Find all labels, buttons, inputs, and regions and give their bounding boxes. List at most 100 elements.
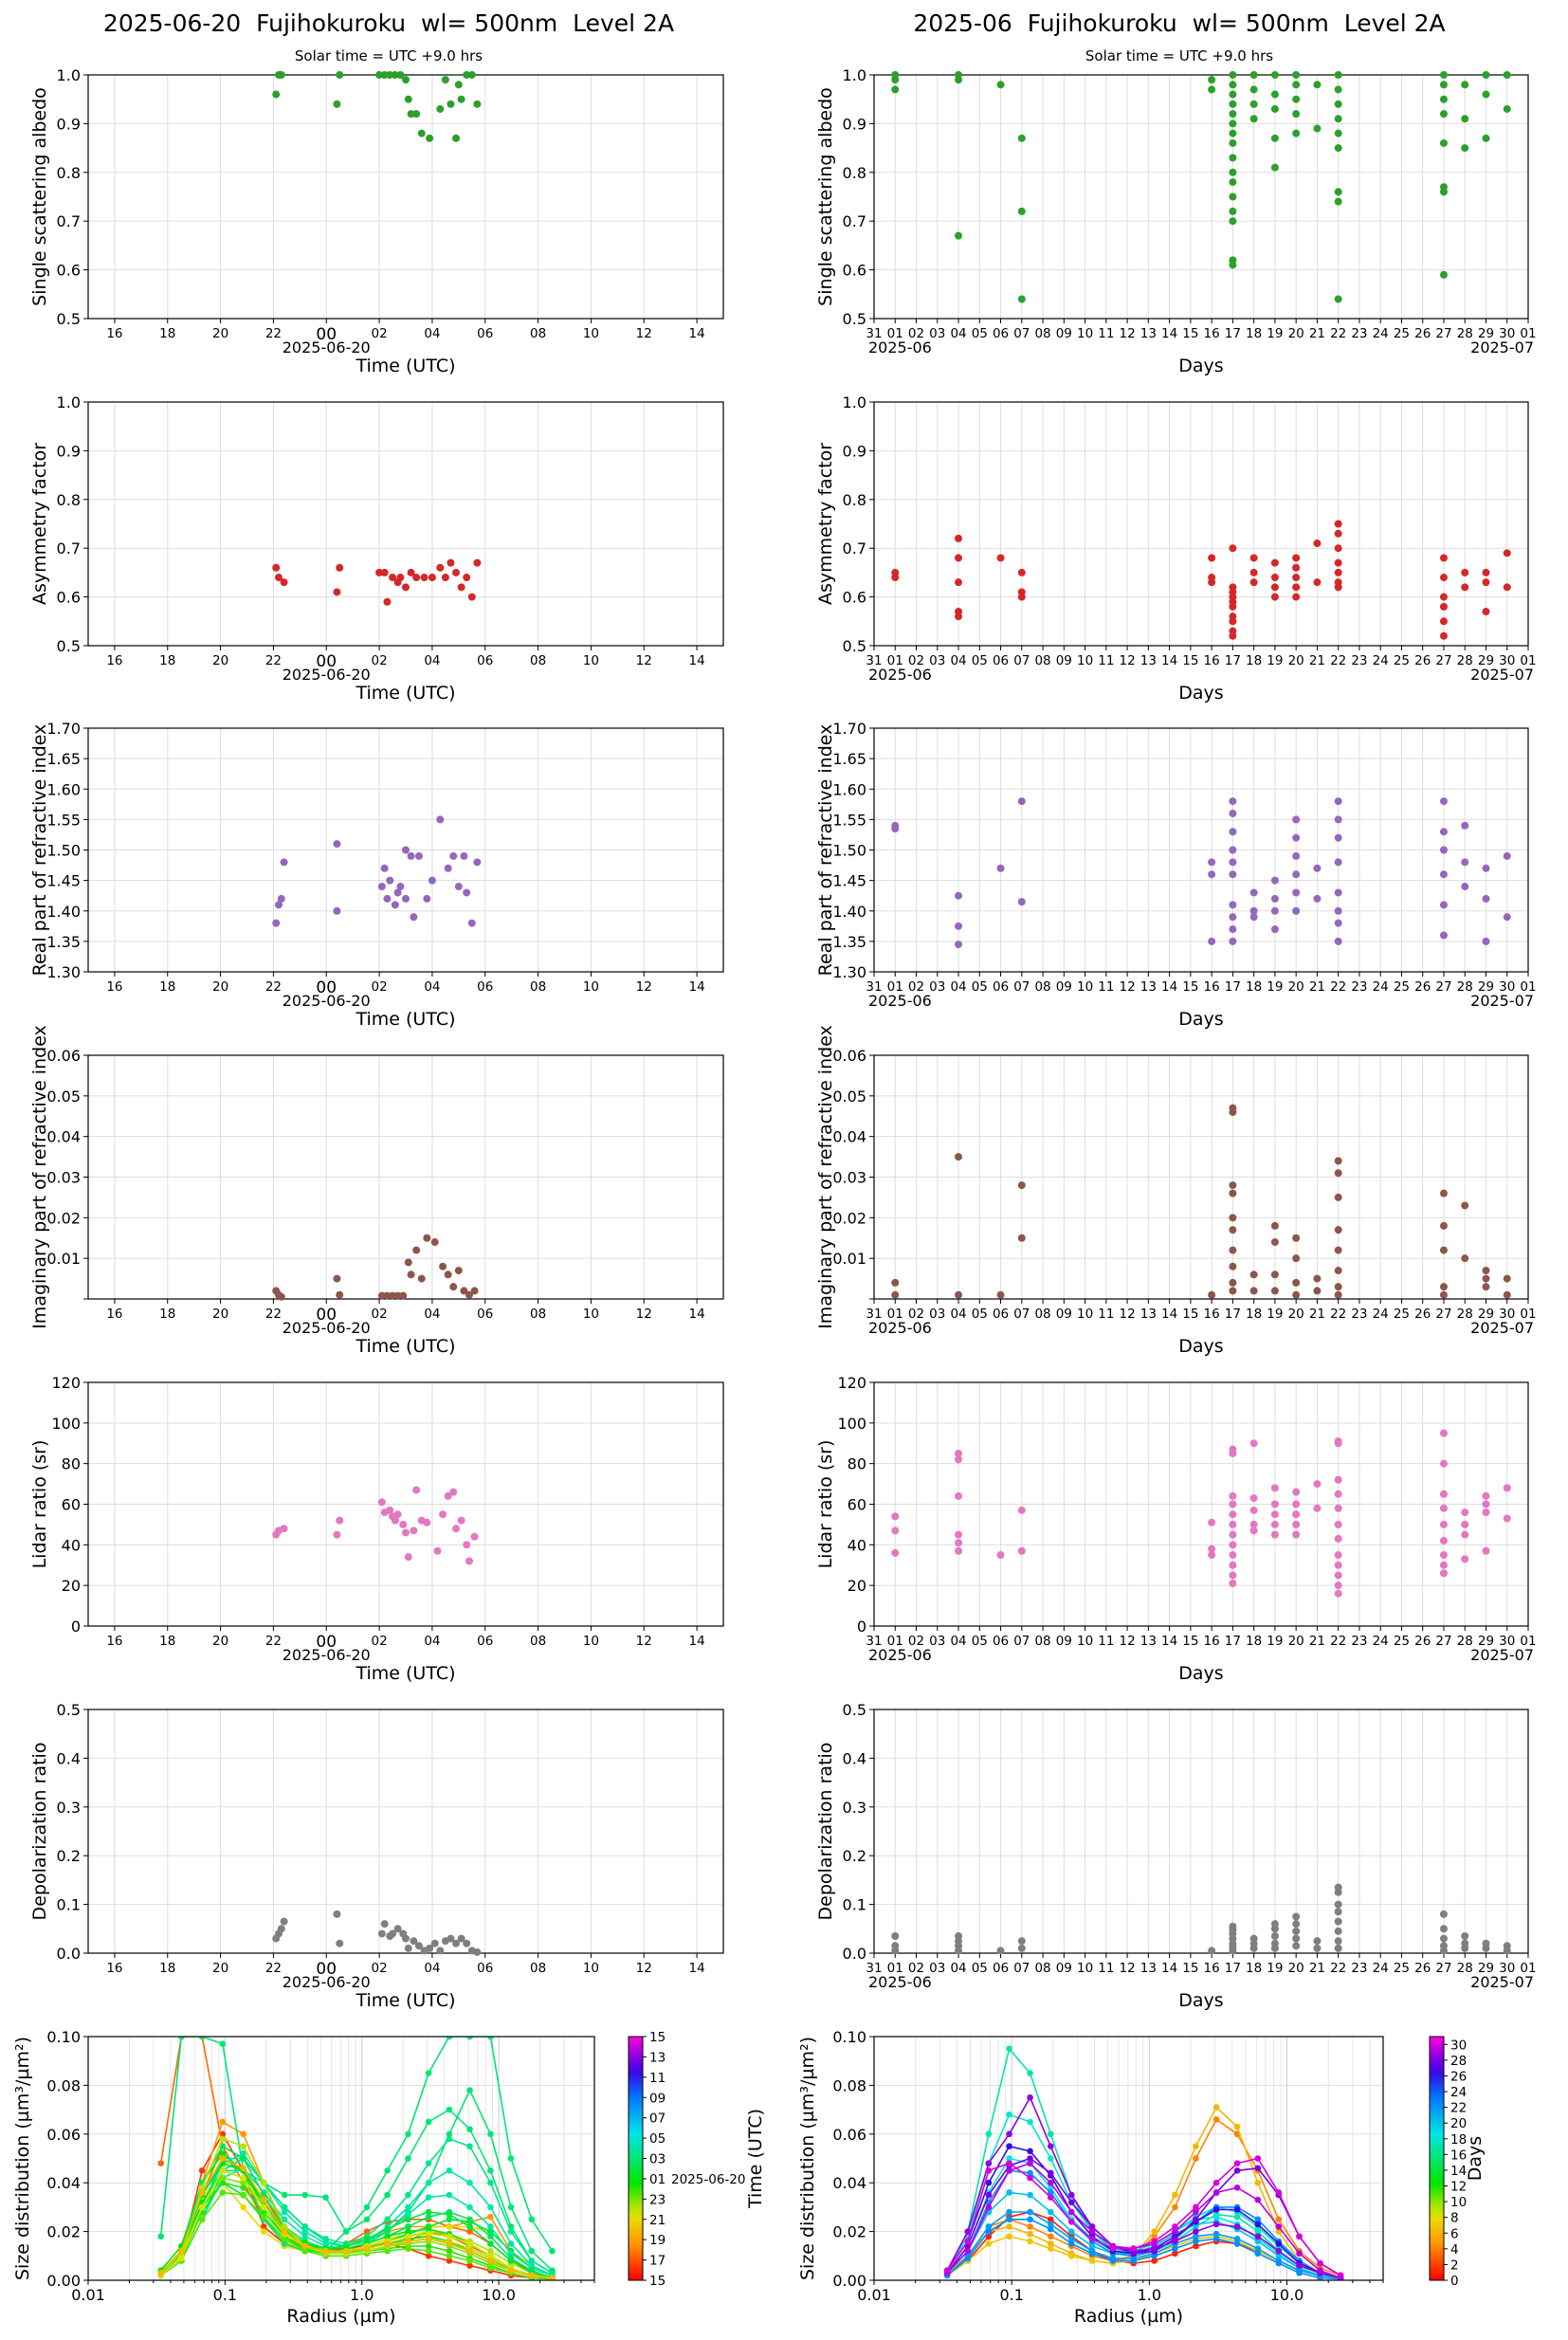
data-point	[1208, 1545, 1216, 1553]
x-tick-label: 22	[265, 653, 282, 668]
data-point	[1229, 925, 1237, 934]
x-tick-label: 04	[950, 1307, 966, 1322]
colorbar-tick-label: 22	[1450, 2101, 1467, 2116]
x-tick-label: 24	[1373, 1307, 1389, 1322]
x-tick-label: 18	[1246, 326, 1262, 341]
colorbar-tick-label: 15	[649, 2030, 665, 2045]
y-axis-label: Lidar ratio (sr)	[815, 1440, 836, 1569]
size-point	[549, 2247, 556, 2255]
size-point	[301, 2223, 309, 2230]
data-point	[436, 104, 445, 113]
colorbar-tick-label: 03	[649, 2152, 665, 2167]
y-axis-label: Single scattering albedo	[29, 87, 50, 306]
data-point	[277, 894, 285, 903]
day-imag-panel: 16 18 20 22 00 02 04 06 08 10 12 14 0.01 0.02 0.03 0.04…	[29, 1025, 724, 1357]
x-tick-label: 06	[477, 1634, 493, 1649]
x-tick-label: 01	[1520, 1961, 1536, 1976]
x-tick-label: 10	[583, 1307, 599, 1322]
y-tick-label: 1.70	[46, 720, 81, 738]
size-point	[1254, 2216, 1262, 2223]
size-point	[1317, 2267, 1323, 2275]
x-tick-label: 25	[1394, 1961, 1410, 1976]
data-point	[449, 851, 458, 860]
x-tick-label: 08	[530, 1961, 546, 1976]
size-point	[964, 2247, 972, 2255]
data-point	[441, 76, 449, 84]
x-tick-label: 04	[950, 653, 966, 668]
date-label: 2025-06	[868, 666, 932, 684]
x-tick-label: 20	[1288, 1961, 1304, 1976]
data-point	[1270, 90, 1279, 99]
data-point	[891, 1947, 900, 1955]
data-point	[1292, 1500, 1301, 1508]
data-point	[1439, 1290, 1448, 1299]
x-tick-label: 13	[1140, 979, 1157, 995]
size-point	[1212, 2206, 1220, 2213]
size-point	[1233, 2160, 1241, 2166]
x-tick-label: 28	[1457, 1634, 1473, 1649]
date-label: 2025-06	[868, 1319, 932, 1337]
data-point	[1334, 583, 1342, 592]
x-tick-label: 11	[1098, 1307, 1114, 1322]
size-point	[425, 2247, 432, 2255]
x-tick-label: 16	[106, 1307, 122, 1322]
x-axis-label: Time (UTC)	[355, 356, 455, 376]
y-tick-label: 0.6	[57, 589, 81, 607]
y-tick-label: 1.65	[46, 750, 81, 768]
data-point	[1482, 90, 1490, 99]
data-point	[1292, 129, 1301, 137]
data-point	[1292, 1254, 1301, 1263]
data-point	[402, 583, 410, 592]
data-point	[1334, 1561, 1342, 1569]
data-point	[955, 941, 963, 949]
x-tick-label: 06	[993, 653, 1009, 668]
x-tick-label: 06	[477, 1961, 493, 1976]
data-point	[1482, 1500, 1490, 1508]
data-point	[1270, 1520, 1279, 1528]
size-point	[466, 2203, 473, 2211]
data-point	[473, 1947, 482, 1956]
size-point	[240, 2130, 246, 2138]
date-label-end: 2025-07	[1470, 666, 1534, 684]
x-tick-label: 31	[866, 979, 882, 995]
x-tick-label: 01	[1520, 653, 1536, 668]
x-tick-label: 20	[212, 1634, 228, 1649]
data-point	[404, 1944, 412, 1952]
y-tick-label: 1.50	[46, 842, 81, 860]
size-point	[384, 2240, 391, 2247]
data-point	[1334, 833, 1342, 842]
data-point	[391, 71, 399, 79]
data-point	[1439, 1537, 1448, 1545]
data-point	[1292, 1934, 1301, 1943]
size-point	[301, 2242, 309, 2250]
data-point	[955, 922, 963, 930]
colorbar	[628, 2036, 644, 2281]
y-tick-label: 0.02	[832, 2223, 866, 2241]
data-point	[375, 71, 384, 79]
size-point	[1006, 2189, 1012, 2196]
x-tick-label: 14	[1161, 979, 1177, 995]
size-point	[405, 2238, 411, 2245]
data-point	[391, 1516, 399, 1525]
data-point	[891, 71, 900, 79]
y-tick-label: 0.7	[843, 212, 866, 230]
y-tick-label: 0.8	[57, 164, 81, 182]
data-point	[1292, 1278, 1301, 1287]
x-tick-label: 13	[1140, 326, 1157, 341]
x-tick-label: 10	[1077, 326, 1093, 341]
x-tick-label: 08	[530, 326, 546, 341]
data-point	[891, 1278, 900, 1287]
x-tick-label: 22	[1330, 979, 1346, 995]
y-tick-label: 0.5	[843, 637, 866, 655]
size-point	[985, 2130, 993, 2138]
size-point	[240, 2165, 246, 2172]
y-tick-label: 0.08	[832, 2076, 866, 2094]
colorbar-tick-label: 23	[649, 2192, 665, 2207]
data-point	[1229, 612, 1237, 621]
size-point	[1048, 2245, 1054, 2252]
size-point	[1254, 2155, 1262, 2162]
size-point	[1317, 2275, 1323, 2280]
colorbar-tick-label: 21	[649, 2213, 665, 2228]
x-tick-label: 09	[1056, 1634, 1072, 1649]
data-point	[1334, 115, 1342, 123]
